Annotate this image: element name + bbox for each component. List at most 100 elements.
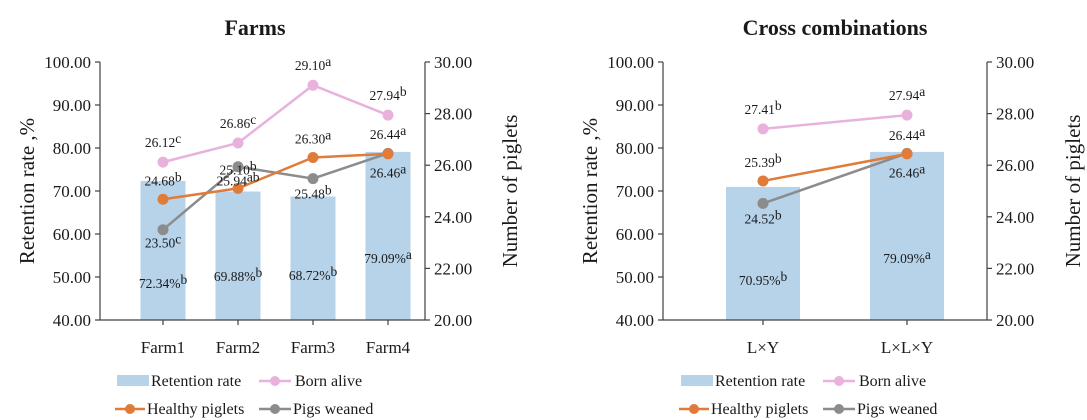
chart-title: Farms (224, 15, 286, 40)
y-tick-label: 100.00 (44, 53, 91, 72)
data-label-retention-4-value: 79.09% (364, 251, 406, 266)
point-weaned-1 (757, 197, 769, 209)
data-label-healthy-1: 25.39b (744, 151, 781, 170)
data-label-born-alive-1: 26.12c (145, 131, 181, 150)
bar-retention-4 (365, 151, 411, 320)
y-tick-label: 80.00 (53, 139, 91, 158)
data-label-born-alive-1-letter: b (775, 98, 782, 113)
point-born-alive-2 (901, 109, 913, 121)
data-label-healthy-4: 26.44a (370, 123, 406, 142)
data-label-born-alive-2-letter: a (919, 84, 925, 99)
data-label-born-alive-3-letter: a (325, 54, 331, 69)
data-label-retention-1-letter: b (780, 269, 787, 284)
data-label-retention-2-letter: b (255, 265, 262, 280)
x-tick-label: Farm3 (291, 338, 335, 357)
data-label-weaned-2: 25.94ab (216, 170, 259, 189)
data-label-healthy-1-letter: b (175, 169, 182, 184)
data-label-retention-1-letter: b (180, 272, 187, 287)
data-label-retention-3-letter: b (330, 264, 337, 279)
data-label-healthy-2-letter: b (250, 158, 257, 173)
legend-1: Retention rate Born alive Healthy piglets P… (115, 373, 373, 418)
point-born-alive-4 (382, 109, 394, 121)
y2-tick-label: 22.00 (996, 259, 1034, 278)
point-born-alive-1 (757, 123, 769, 135)
data-label-healthy-3: 26.30a (295, 127, 331, 146)
y-tick-label: 40.00 (53, 311, 91, 330)
data-label-weaned-1-value: 23.50 (145, 236, 176, 251)
data-label-healthy-1-letter: b (775, 151, 782, 166)
data-label-weaned-1-value: 24.52 (744, 211, 774, 226)
point-born-alive-1 (157, 156, 169, 168)
data-label-healthy-2: 25.10b (219, 158, 256, 177)
line-born-alive (162, 83, 389, 164)
data-label-weaned-4-letter: a (400, 161, 406, 176)
y2-tick-label: 20.00 (996, 311, 1034, 330)
y2-tick-label: 30.00 (996, 53, 1034, 72)
y-tick-label: 80.00 (616, 139, 654, 158)
data-label-born-alive-4-letter: b (400, 84, 407, 99)
y2-tick-label: 24.00 (434, 208, 472, 227)
legend-label-born-alive: Born alive (859, 373, 926, 390)
data-label-retention-4-letter: a (406, 247, 412, 262)
y-tick-label: 40.00 (616, 311, 654, 330)
legend-marker-weaned (270, 404, 280, 414)
x-tick-label: Farm2 (216, 338, 260, 357)
legend-marker-healthy (125, 404, 135, 414)
chart-panel-2: Cross combinations 40.00 50.00 60.00 70.00 80… (578, 15, 1085, 357)
y2-tick-label: 28.00 (996, 105, 1034, 124)
y2-tick-label: 26.00 (434, 156, 472, 175)
bar-retention-1 (726, 186, 800, 320)
legend-label-weaned: Pigs weaned (293, 401, 373, 418)
data-label-weaned-2: 26.46a (889, 161, 925, 180)
data-label-retention-4: 79.09%a (364, 247, 412, 266)
x-tick-label: Farm4 (366, 338, 411, 357)
line-healthy (162, 152, 389, 201)
y-tick-label: 100.00 (607, 53, 654, 72)
y-tick-label: 60.00 (53, 225, 91, 244)
y-tick-label: 50.00 (616, 268, 654, 287)
legend-label-weaned: Pigs weaned (857, 401, 937, 418)
y-tick-label: 70.00 (616, 182, 654, 201)
legend-marker-born-alive (834, 376, 844, 386)
y2-tick-label: 26.00 (996, 156, 1034, 175)
data-label-born-alive-2: 26.86c (220, 112, 256, 131)
legend-label-born-alive: Born alive (295, 373, 362, 390)
point-born-alive-3 (307, 79, 319, 91)
point-healthy-2 (901, 148, 913, 160)
data-label-healthy-1: 24.68b (144, 169, 181, 188)
data-label-retention-3: 68.72%b (289, 264, 338, 283)
data-label-weaned-4-value: 26.46 (370, 165, 401, 180)
data-label-retention-1: 72.34%b (139, 272, 188, 291)
chart-title: Cross combinations (743, 15, 928, 40)
point-weaned-3 (307, 173, 319, 185)
y-tick-label: 60.00 (616, 225, 654, 244)
data-label-born-alive-2-value: 26.86 (220, 116, 251, 131)
line-healthy (762, 152, 908, 183)
point-born-alive-2 (232, 137, 244, 149)
data-label-healthy-3-letter: a (325, 127, 331, 142)
x-tick-label: L×L×Y (881, 338, 933, 357)
data-label-retention-2: 69.88%b (214, 265, 263, 284)
data-label-weaned-1: 24.52b (744, 207, 781, 226)
legend-marker-healthy (689, 404, 699, 414)
data-label-retention-2-value: 69.88% (214, 269, 256, 284)
data-label-healthy-3-value: 26.30 (295, 131, 326, 146)
data-label-weaned-2-value: 26.46 (889, 165, 920, 180)
data-label-healthy-2-value: 25.10 (219, 162, 250, 177)
data-label-retention-3-value: 68.72% (289, 268, 331, 283)
data-label-weaned-1: 23.50c (145, 232, 181, 251)
data-label-born-alive-1-letter: c (175, 131, 181, 146)
point-healthy-2 (232, 182, 244, 194)
data-label-weaned-1-letter: b (775, 207, 782, 222)
data-label-retention-2-value: 79.09% (883, 251, 925, 266)
data-label-weaned-3-value: 25.48 (294, 187, 325, 202)
y2-axis-title: Number of piglets (1061, 115, 1085, 268)
data-label-weaned-4: 26.46a (370, 161, 406, 180)
y-tick-label: 70.00 (53, 182, 91, 201)
data-label-healthy-1-value: 24.68 (144, 173, 175, 188)
legend-label-healthy: Healthy piglets (711, 401, 808, 418)
data-label-retention-2-letter: a (925, 247, 931, 262)
point-healthy-1 (157, 193, 169, 205)
point-healthy-4 (382, 148, 394, 160)
